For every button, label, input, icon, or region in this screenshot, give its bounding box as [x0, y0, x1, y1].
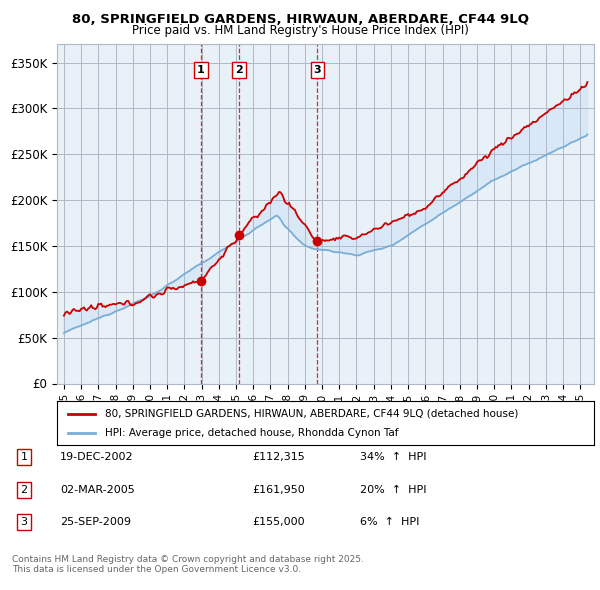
Text: £161,950: £161,950: [252, 485, 305, 494]
Text: 6%  ↑  HPI: 6% ↑ HPI: [360, 517, 419, 527]
Text: 3: 3: [20, 517, 28, 527]
Text: 3: 3: [314, 65, 321, 75]
Text: 20%  ↑  HPI: 20% ↑ HPI: [360, 485, 427, 494]
Text: 2: 2: [235, 65, 243, 75]
Text: 34%  ↑  HPI: 34% ↑ HPI: [360, 453, 427, 462]
Text: 02-MAR-2005: 02-MAR-2005: [60, 485, 135, 494]
Text: 80, SPRINGFIELD GARDENS, HIRWAUN, ABERDARE, CF44 9LQ (detached house): 80, SPRINGFIELD GARDENS, HIRWAUN, ABERDA…: [106, 409, 519, 418]
Text: Price paid vs. HM Land Registry's House Price Index (HPI): Price paid vs. HM Land Registry's House …: [131, 24, 469, 37]
Text: 2: 2: [20, 485, 28, 494]
Text: 1: 1: [20, 453, 28, 462]
Text: 19-DEC-2002: 19-DEC-2002: [60, 453, 134, 462]
Text: 80, SPRINGFIELD GARDENS, HIRWAUN, ABERDARE, CF44 9LQ: 80, SPRINGFIELD GARDENS, HIRWAUN, ABERDA…: [71, 13, 529, 26]
Text: Contains HM Land Registry data © Crown copyright and database right 2025.: Contains HM Land Registry data © Crown c…: [12, 555, 364, 563]
Text: HPI: Average price, detached house, Rhondda Cynon Taf: HPI: Average price, detached house, Rhon…: [106, 428, 399, 438]
Text: £155,000: £155,000: [252, 517, 305, 527]
Text: £112,315: £112,315: [252, 453, 305, 462]
Text: This data is licensed under the Open Government Licence v3.0.: This data is licensed under the Open Gov…: [12, 565, 301, 574]
Text: 1: 1: [197, 65, 205, 75]
Text: 25-SEP-2009: 25-SEP-2009: [60, 517, 131, 527]
